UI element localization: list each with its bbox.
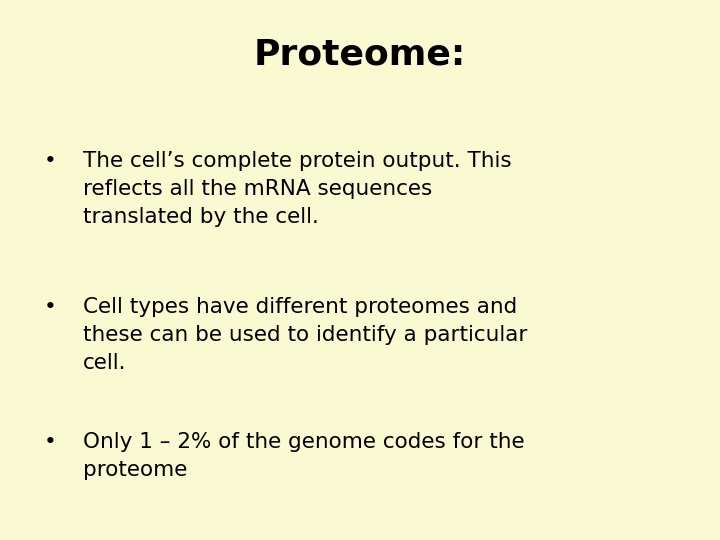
Text: Cell types have different proteomes and
these can be used to identify a particul: Cell types have different proteomes and … — [83, 297, 527, 373]
Text: Proteome:: Proteome: — [254, 38, 466, 72]
Text: •: • — [44, 432, 57, 452]
Text: •: • — [44, 297, 57, 317]
Text: •: • — [44, 151, 57, 171]
Text: Only 1 – 2% of the genome codes for the
proteome: Only 1 – 2% of the genome codes for the … — [83, 432, 524, 480]
Text: The cell’s complete protein output. This
reflects all the mRNA sequences
transla: The cell’s complete protein output. This… — [83, 151, 511, 227]
